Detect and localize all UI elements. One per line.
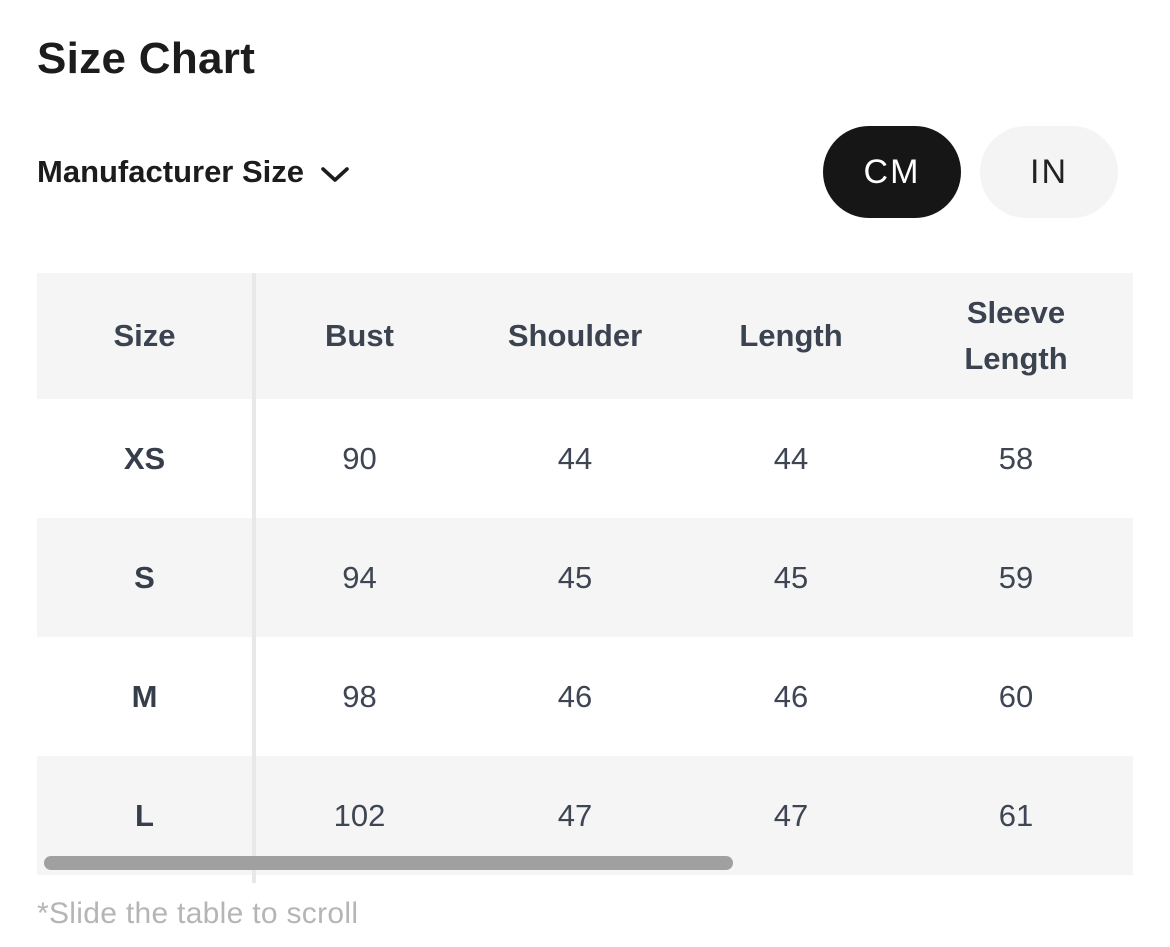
cell-bust: 98 — [342, 678, 377, 714]
unit-toggle: CM IN — [823, 126, 1118, 218]
cell-sleeve-length: 59 — [998, 559, 1034, 595]
horizontal-scrollbar-thumb[interactable] — [44, 856, 733, 870]
header-length: Length — [739, 318, 843, 353]
column-divider — [252, 273, 256, 883]
header-bust: Bust — [325, 318, 394, 353]
cell-shoulder: 44 — [557, 440, 593, 476]
table-row: XS 90 44 44 58 — [37, 399, 1133, 518]
cell-sleeve-length: 58 — [998, 440, 1034, 476]
cell-shoulder: 45 — [557, 559, 593, 595]
page-title: Size Chart — [37, 34, 256, 83]
manufacturer-size-dropdown[interactable]: Manufacturer Size — [37, 154, 350, 190]
cell-sleeve-length: 60 — [998, 678, 1034, 714]
row-size-label: L — [135, 797, 154, 833]
chevron-down-icon — [320, 166, 350, 184]
cell-length: 44 — [773, 440, 809, 476]
table-row: S 94 45 45 59 — [37, 518, 1133, 637]
cell-length: 46 — [773, 678, 809, 714]
row-size-label: XS — [123, 440, 166, 476]
cell-length: 47 — [773, 797, 809, 833]
scroll-hint-text: *Slide the table to scroll — [37, 897, 359, 930]
unit-in-button[interactable]: IN — [980, 126, 1118, 218]
row-size-label: S — [134, 559, 155, 595]
cell-bust: 102 — [333, 797, 386, 833]
cell-length: 45 — [773, 559, 809, 595]
unit-cm-button[interactable]: CM — [823, 126, 961, 218]
selector-row: Manufacturer Size CM IN — [37, 126, 1133, 218]
row-size-label: M — [131, 678, 158, 714]
cell-bust: 90 — [342, 440, 377, 476]
header-shoulder: Shoulder — [507, 318, 643, 353]
table-row: M 98 46 46 60 — [37, 637, 1133, 756]
cell-bust: 94 — [342, 559, 377, 595]
cell-sleeve-length: 61 — [998, 797, 1034, 833]
table-header-row: Size Bust Shoulder Length Sleeve Length — [37, 273, 1133, 399]
header-size: Size — [113, 318, 176, 353]
cell-shoulder: 47 — [557, 797, 593, 833]
header-sleeve-length: Sleeve Length — [964, 295, 1068, 376]
size-table[interactable]: Size Bust Shoulder Length Sleeve Length … — [37, 273, 1133, 883]
table-row: L 102 47 47 61 — [37, 756, 1133, 875]
manufacturer-size-label: Manufacturer Size — [37, 154, 305, 189]
cell-shoulder: 46 — [557, 678, 593, 714]
